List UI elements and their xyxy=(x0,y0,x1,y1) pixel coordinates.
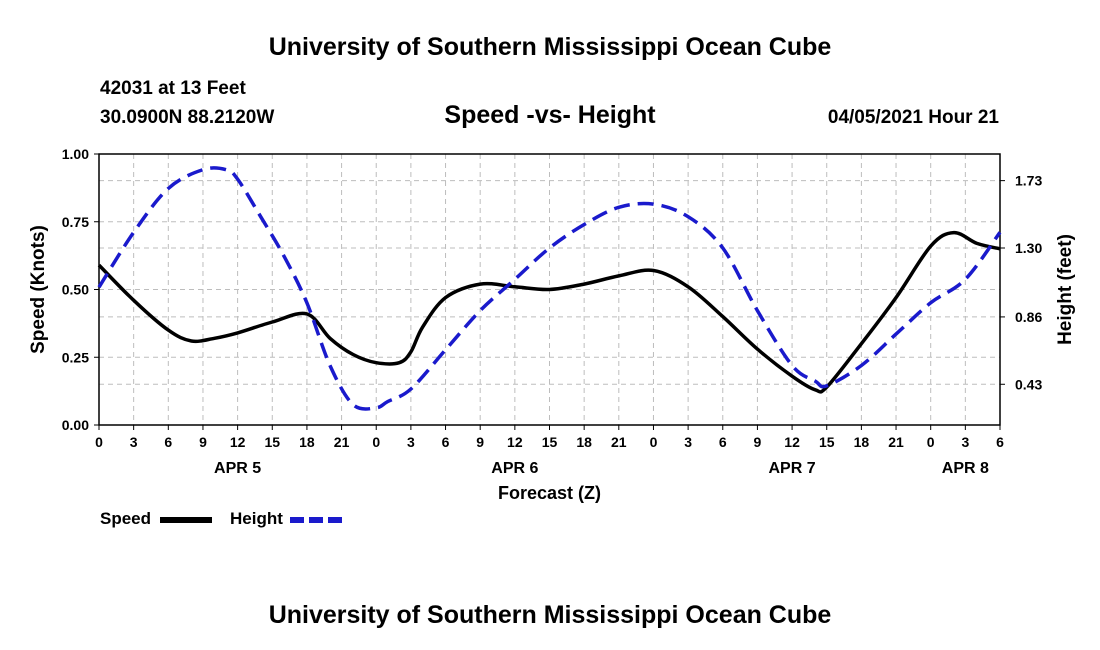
x-tick-label: 0 xyxy=(927,434,935,450)
y-tick-label: 1.00 xyxy=(62,146,89,162)
y2-axis-title: Height (feet) xyxy=(1055,234,1076,345)
x-tick-label: 15 xyxy=(542,434,558,450)
day-label: APR 5 xyxy=(214,460,261,477)
x-tick-label: 18 xyxy=(576,434,592,450)
y2-tick-label: 0.86 xyxy=(1015,309,1042,325)
x-tick-label: 9 xyxy=(199,434,207,450)
x-tick-label: 15 xyxy=(264,434,280,450)
x-tick-label: 6 xyxy=(996,434,1004,450)
y2-tick-label: 1.30 xyxy=(1015,240,1042,256)
legend-speed-swatch xyxy=(160,517,212,523)
height-series-line xyxy=(97,166,1002,411)
timestamp-label: 04/05/2021 Hour 21 xyxy=(827,107,999,128)
x-tick-label: 0 xyxy=(95,434,103,450)
x-tick-label: 3 xyxy=(407,434,415,450)
y-tick-label: 0.25 xyxy=(62,349,89,365)
day-label: APR 7 xyxy=(769,460,816,477)
y-tick-label: 0.75 xyxy=(62,214,89,230)
station-label: 42031 at 13 Feet xyxy=(100,78,246,99)
chart-subtitle: Speed -vs- Height xyxy=(444,101,656,129)
top-title: University of Southern Mississippi Ocean… xyxy=(268,33,832,61)
day-label: APR 6 xyxy=(491,460,538,477)
coordinates-label: 30.0900N 88.2120W xyxy=(100,107,275,128)
x-tick-label: 21 xyxy=(888,434,904,450)
y-tick-label: 0.50 xyxy=(62,282,89,298)
x-tick-label: 6 xyxy=(719,434,727,450)
x-tick-label: 9 xyxy=(754,434,762,450)
x-tick-label: 6 xyxy=(164,434,172,450)
bottom-title: University of Southern Mississippi Ocean… xyxy=(268,601,832,629)
x-tick-label: 18 xyxy=(299,434,315,450)
x-tick-label: 0 xyxy=(650,434,658,450)
y2-tick-label: 1.73 xyxy=(1015,173,1042,189)
x-tick-label: 3 xyxy=(684,434,692,450)
x-tick-label: 12 xyxy=(230,434,246,450)
x-tick-label: 3 xyxy=(130,434,138,450)
x-tick-label: 6 xyxy=(442,434,450,450)
y2-tick-label: 0.43 xyxy=(1015,376,1042,392)
x-tick-label: 9 xyxy=(476,434,484,450)
legend-height-swatch xyxy=(290,517,342,523)
y-tick-label: 0.00 xyxy=(62,417,89,433)
x-axis-title: Forecast (Z) xyxy=(498,483,601,503)
x-tick-label: 15 xyxy=(819,434,835,450)
legend-height-label: Height xyxy=(230,509,283,528)
y-axis-title: Speed (Knots) xyxy=(28,225,49,354)
x-tick-label: 12 xyxy=(784,434,800,450)
legend-speed-label: Speed xyxy=(100,509,152,528)
x-tick-label: 12 xyxy=(507,434,523,450)
speed-series-line xyxy=(97,230,1001,394)
x-tick-label: 18 xyxy=(854,434,870,450)
x-tick-label: 21 xyxy=(334,434,350,450)
x-tick-label: 0 xyxy=(372,434,380,450)
x-tick-label: 21 xyxy=(611,434,627,450)
day-label: APR 8 xyxy=(942,460,989,477)
x-tick-label: 3 xyxy=(961,434,969,450)
